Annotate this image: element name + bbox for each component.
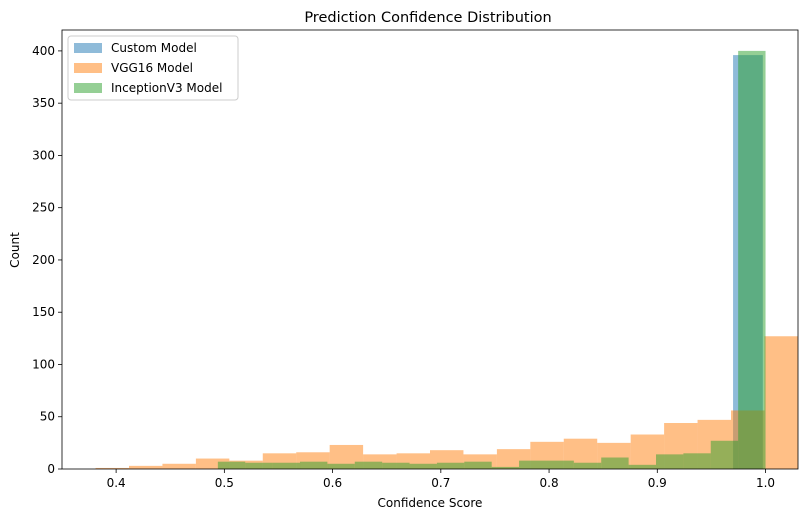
bar-series2-bin8 (436, 462, 465, 469)
y-tick-label: 350 (32, 96, 55, 110)
bar-series2-bin16 (656, 454, 684, 469)
bar-series1-bin2 (162, 463, 196, 469)
bar-series2-bin11 (519, 460, 547, 469)
bar-series2-bin6 (382, 462, 410, 469)
y-tick-label: 100 (32, 357, 55, 371)
legend-swatch (74, 83, 102, 93)
x-tick-label: 0.7 (431, 476, 450, 490)
chart-title: Prediction Confidence Distribution (304, 10, 551, 26)
y-tick-label: 200 (32, 253, 55, 267)
bar-series1-bin3 (195, 458, 230, 469)
bar-series2-bin0 (217, 461, 246, 469)
chart-legend: Custom Model VGG16 Model InceptionV3 Model (67, 35, 239, 101)
x-tick-label: 0.4 (107, 476, 126, 490)
legend-label: InceptionV3 Model (111, 81, 222, 95)
bar-series2-bin4 (327, 463, 355, 469)
y-tick-label: 300 (32, 148, 55, 162)
y-tick-label: 0 (47, 462, 55, 476)
legend-swatch (74, 63, 102, 73)
legend-label: Custom Model (111, 41, 197, 55)
bar-series2-bin2 (272, 462, 301, 469)
bar-series2-bin7 (409, 463, 437, 469)
legend-label: VGG16 Model (111, 61, 193, 75)
x-tick-label: 0.9 (648, 476, 667, 490)
plot-frame (61, 29, 799, 470)
y-axis-label: Count (8, 232, 22, 268)
y-tick-label: 150 (32, 305, 55, 319)
bar-series1-bin1 (129, 465, 163, 469)
bar-series2-bin17 (683, 453, 711, 469)
histogram-bars (95, 50, 798, 470)
y-tick-label: 400 (32, 44, 55, 58)
y-tick-label: 50 (40, 410, 55, 424)
bar-series2-bin3 (300, 461, 328, 469)
x-axis-ticks: 0.4 0.5 0.6 0.7 0.8 0.9 1.0 (107, 469, 775, 490)
bar-series2-bin12 (546, 460, 574, 469)
bar-series2-bin5 (354, 461, 383, 469)
bar-series1-bin20 (764, 336, 798, 469)
bar-series2-bin19 (738, 50, 766, 470)
x-tick-label: 0.5 (215, 476, 234, 490)
x-axis-label: Confidence Score (378, 496, 483, 510)
bar-series2-bin14 (601, 457, 629, 469)
x-tick-label: 0.6 (323, 476, 342, 490)
bar-series1-bin0 (95, 467, 129, 469)
bar-series2-bin10 (491, 466, 520, 469)
y-tick-label: 250 (32, 201, 55, 215)
x-tick-label: 0.8 (540, 476, 559, 490)
bar-series2-bin9 (464, 461, 492, 469)
legend-box (67, 35, 239, 101)
x-tick-label: 1.0 (756, 476, 775, 490)
bar-series2-bin15 (628, 464, 656, 469)
bar-series2-bin1 (245, 462, 273, 469)
y-axis-ticks: 0 50 100 150 200 250 300 350 400 (32, 44, 62, 476)
bar-series2-bin18 (710, 440, 739, 469)
legend-swatch (74, 43, 102, 53)
bar-series2-bin13 (573, 462, 602, 469)
